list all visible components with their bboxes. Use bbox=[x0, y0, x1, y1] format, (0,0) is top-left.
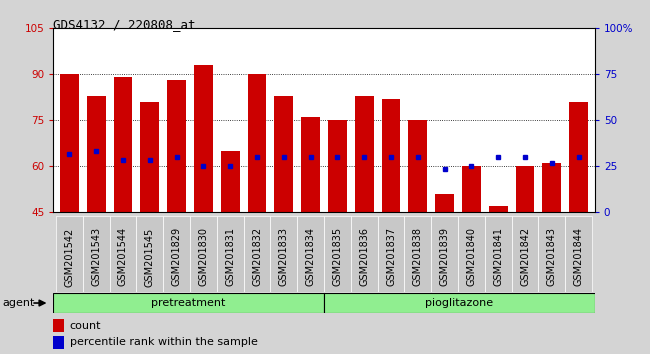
Text: GSM201544: GSM201544 bbox=[118, 227, 128, 286]
Bar bbox=[378, 216, 404, 292]
Text: GSM201841: GSM201841 bbox=[493, 227, 503, 286]
Text: pretreatment: pretreatment bbox=[151, 298, 226, 308]
Text: GSM201835: GSM201835 bbox=[332, 227, 343, 286]
Text: GSM201837: GSM201837 bbox=[386, 227, 396, 286]
Bar bbox=[301, 117, 320, 212]
Bar bbox=[569, 102, 588, 212]
Text: GSM201545: GSM201545 bbox=[145, 227, 155, 287]
Bar bbox=[140, 102, 159, 212]
Bar bbox=[543, 163, 561, 212]
Text: GSM201843: GSM201843 bbox=[547, 227, 557, 286]
Bar bbox=[83, 216, 110, 292]
Bar bbox=[351, 216, 378, 292]
Bar bbox=[355, 96, 374, 212]
Text: GSM201831: GSM201831 bbox=[225, 227, 235, 286]
Bar bbox=[485, 216, 512, 292]
Bar bbox=[60, 74, 79, 212]
FancyBboxPatch shape bbox=[324, 293, 595, 313]
Text: GDS4132 / 220808_at: GDS4132 / 220808_at bbox=[53, 18, 196, 31]
Bar bbox=[87, 96, 105, 212]
Bar bbox=[163, 216, 190, 292]
Bar bbox=[53, 336, 64, 349]
Text: GSM201836: GSM201836 bbox=[359, 227, 369, 286]
Text: GSM201834: GSM201834 bbox=[306, 227, 316, 286]
Bar bbox=[404, 216, 431, 292]
Bar bbox=[217, 216, 244, 292]
Bar bbox=[512, 216, 538, 292]
Text: GSM201542: GSM201542 bbox=[64, 227, 74, 287]
Bar bbox=[190, 216, 217, 292]
Bar bbox=[566, 216, 592, 292]
Bar bbox=[110, 216, 136, 292]
Bar bbox=[274, 96, 293, 212]
Bar bbox=[538, 216, 566, 292]
Text: GSM201832: GSM201832 bbox=[252, 227, 262, 286]
FancyBboxPatch shape bbox=[53, 293, 324, 313]
Text: GSM201830: GSM201830 bbox=[198, 227, 209, 286]
Bar bbox=[248, 74, 266, 212]
Text: pioglitazone: pioglitazone bbox=[425, 298, 493, 308]
Bar bbox=[136, 216, 163, 292]
Bar bbox=[297, 216, 324, 292]
Bar bbox=[114, 78, 133, 212]
Text: GSM201838: GSM201838 bbox=[413, 227, 423, 286]
Bar bbox=[56, 216, 83, 292]
Text: GSM201844: GSM201844 bbox=[574, 227, 584, 286]
Bar bbox=[462, 166, 481, 212]
Bar bbox=[221, 151, 240, 212]
Text: GSM201543: GSM201543 bbox=[91, 227, 101, 286]
Text: GSM201842: GSM201842 bbox=[520, 227, 530, 286]
Bar bbox=[328, 120, 347, 212]
Text: GSM201839: GSM201839 bbox=[439, 227, 450, 286]
Text: GSM201829: GSM201829 bbox=[172, 227, 181, 286]
Bar bbox=[515, 166, 534, 212]
Text: percentile rank within the sample: percentile rank within the sample bbox=[70, 337, 257, 347]
Bar bbox=[431, 216, 458, 292]
Bar bbox=[270, 216, 297, 292]
Text: agent: agent bbox=[3, 298, 35, 308]
Bar bbox=[382, 99, 400, 212]
Text: GSM201840: GSM201840 bbox=[467, 227, 476, 286]
Bar bbox=[324, 216, 351, 292]
Bar bbox=[194, 65, 213, 212]
Text: GSM201833: GSM201833 bbox=[279, 227, 289, 286]
Text: count: count bbox=[70, 321, 101, 331]
Bar bbox=[489, 206, 508, 212]
Bar bbox=[408, 120, 427, 212]
Bar bbox=[458, 216, 485, 292]
Bar bbox=[167, 80, 186, 212]
Bar bbox=[436, 194, 454, 212]
Bar bbox=[53, 319, 64, 332]
Bar bbox=[244, 216, 270, 292]
